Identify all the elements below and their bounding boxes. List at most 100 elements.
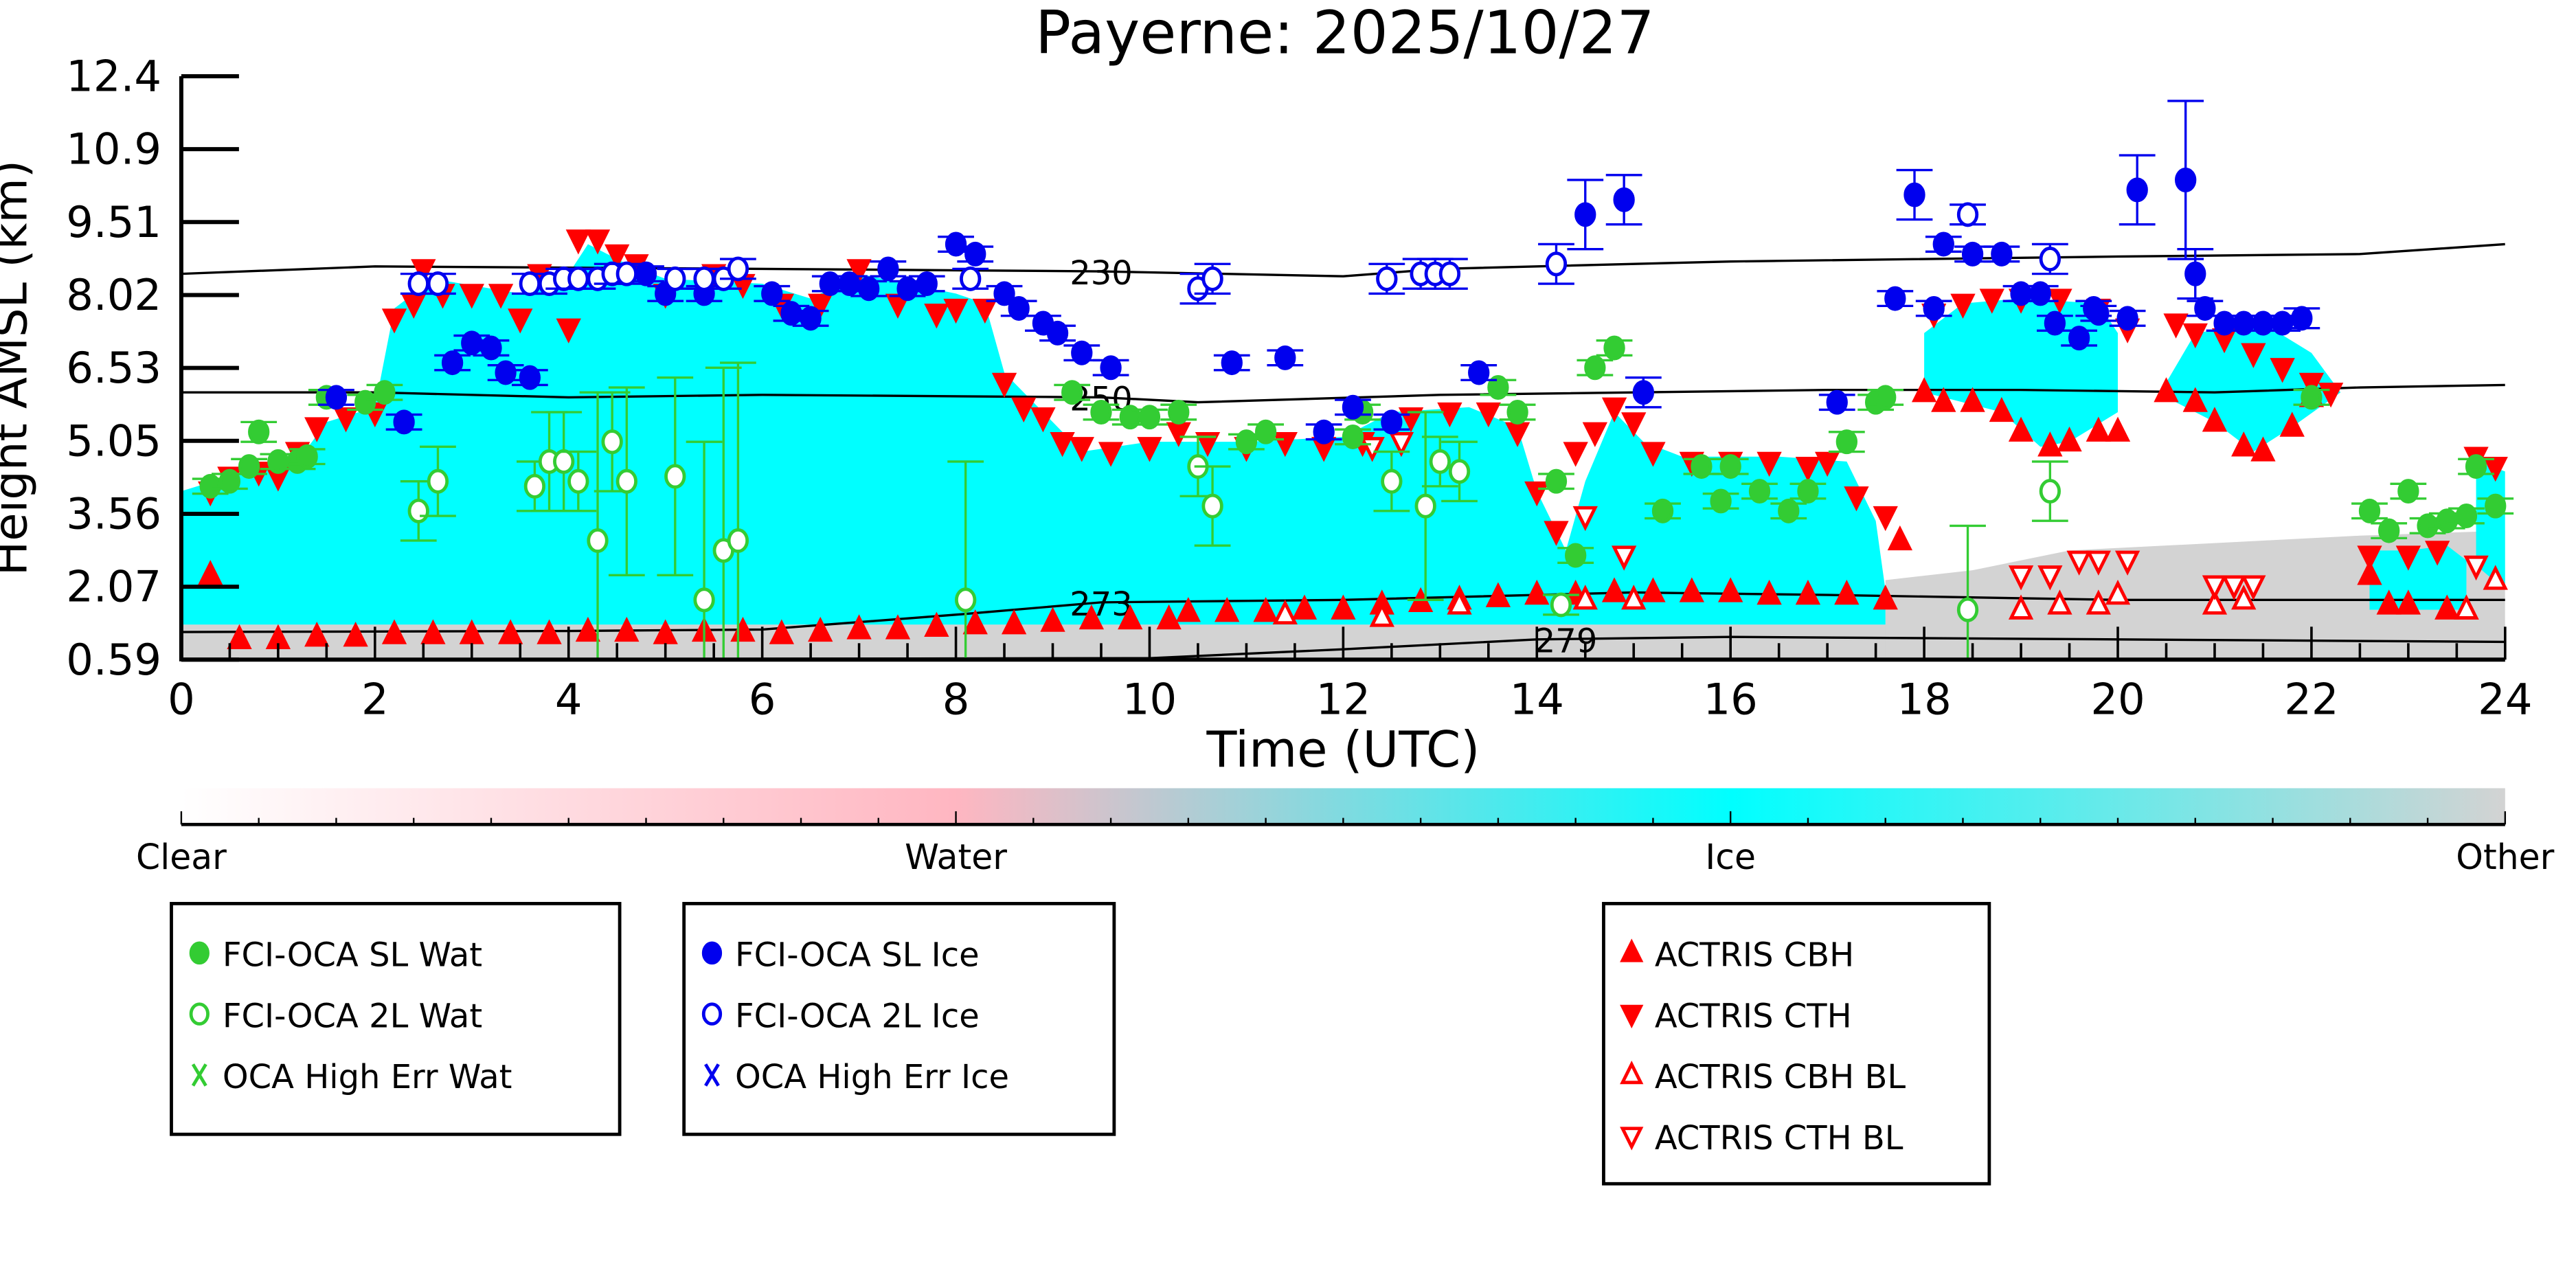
data-point	[2376, 589, 2402, 615]
data-point	[333, 407, 359, 433]
data-point	[1078, 604, 1105, 630]
data-point	[1875, 385, 1897, 410]
data-point	[2357, 560, 2382, 585]
other-phase-region	[1885, 530, 2505, 660]
data-point	[2358, 498, 2381, 523]
data-point	[1272, 599, 1298, 625]
data-marks	[192, 100, 2514, 661]
data-point	[2008, 416, 2034, 442]
data-point	[495, 360, 517, 385]
data-point	[459, 284, 484, 309]
x-tick-label: 14	[1510, 674, 1564, 724]
data-point	[2008, 594, 2034, 620]
y-tick-label: 0.59	[66, 635, 161, 685]
data-point	[1710, 488, 1732, 514]
data-point	[1008, 295, 1030, 321]
data-point	[2395, 545, 2421, 571]
data-point	[1572, 506, 1598, 532]
colorbar-label: Clear	[136, 837, 227, 877]
data-point	[693, 587, 715, 613]
data-point	[1376, 266, 1398, 291]
data-point	[1887, 525, 1913, 551]
data-point	[1221, 350, 1243, 376]
data-point	[2465, 454, 2487, 479]
data-point	[2241, 343, 2266, 368]
chart-title: Payerne: 2025/10/27	[1035, 0, 1655, 67]
x-tick-label: 22	[2284, 674, 2338, 724]
y-tick-label: 3.56	[66, 489, 161, 539]
data-point	[508, 308, 533, 334]
data-point	[1603, 335, 1625, 361]
legend-label: ACTRIS CBH BL	[1655, 1058, 1906, 1096]
legend-marker	[189, 1002, 210, 1026]
legend-frame	[682, 901, 1116, 1136]
x-tick-label: 10	[1122, 674, 1177, 724]
data-point	[1565, 543, 1587, 568]
data-point	[1046, 320, 1069, 346]
data-point	[381, 308, 407, 334]
data-point	[1931, 387, 1956, 412]
data-point	[407, 498, 429, 523]
data-point	[1235, 429, 1258, 455]
data-point	[2271, 310, 2294, 336]
series-actris-cbh-bl	[1272, 565, 2508, 627]
data-point	[1342, 394, 1364, 420]
y-tick-label: 6.53	[66, 343, 161, 393]
data-point	[1069, 437, 1094, 462]
data-point	[2222, 575, 2247, 600]
data-point	[1201, 493, 1223, 519]
y-tick-label: 5.05	[66, 416, 161, 466]
data-point	[1448, 459, 1471, 484]
data-point	[2301, 385, 2323, 410]
data-point	[2044, 310, 2066, 336]
data-point	[2298, 372, 2325, 398]
data-point	[2357, 545, 2382, 571]
data-point	[1414, 493, 1436, 519]
data-point	[2395, 589, 2421, 615]
data-point	[325, 385, 348, 410]
data-point	[761, 281, 783, 306]
data-point	[381, 619, 407, 644]
data-point	[556, 318, 581, 343]
data-point	[1524, 579, 1550, 605]
data-point	[519, 365, 541, 390]
data-point	[2029, 281, 2051, 306]
data-point	[2105, 416, 2131, 442]
data-point	[1381, 468, 1403, 494]
data-point	[1640, 577, 1666, 602]
x-tick-label: 4	[555, 674, 583, 724]
data-point	[2163, 313, 2189, 339]
data-point	[2086, 589, 2111, 615]
data-point	[488, 284, 514, 309]
data-point	[1903, 182, 1925, 207]
legend-label: ACTRIS CTH BL	[1655, 1119, 1903, 1157]
data-point	[2182, 323, 2208, 349]
data-point	[1550, 592, 1572, 618]
data-point	[2105, 579, 2131, 605]
data-point	[1932, 231, 1954, 257]
data-point	[2270, 358, 2295, 383]
data-point	[1835, 429, 1857, 455]
legend-frame	[170, 901, 622, 1136]
contour-label: 230	[1070, 254, 1133, 293]
x-tick-label: 16	[1704, 674, 1758, 724]
data-point	[1545, 468, 1568, 494]
data-point	[1342, 424, 1364, 449]
data-point	[1253, 597, 1278, 622]
data-point	[441, 350, 464, 376]
data-point	[1040, 607, 1065, 632]
data-point	[2463, 555, 2489, 581]
data-point	[808, 616, 833, 642]
data-point	[393, 409, 415, 435]
legend-box-1: FCI-OCA SL Wat FCI-OCA 2L Wat OCA High Err…	[170, 901, 622, 1136]
data-point	[2231, 431, 2257, 457]
data-point	[2417, 513, 2439, 539]
data-point	[1001, 609, 1027, 635]
data-point	[964, 241, 986, 267]
data-point	[1884, 286, 1906, 311]
data-point	[1795, 579, 1821, 605]
data-point	[2086, 550, 2111, 576]
data-point	[2008, 565, 2034, 591]
data-point	[553, 449, 575, 474]
